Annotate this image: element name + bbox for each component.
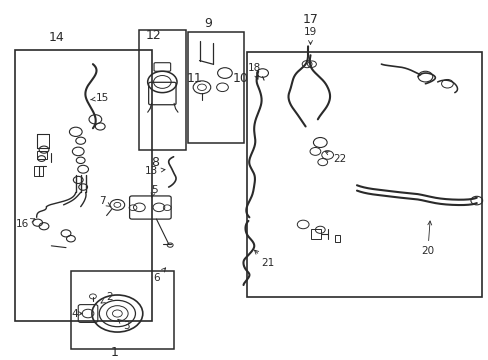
Text: 1: 1 [111,346,119,359]
Bar [37,134,49,148]
Text: 17: 17 [302,13,318,26]
Text: 20: 20 [421,221,433,256]
Bar [34,166,43,176]
Bar [71,271,173,349]
Text: 9: 9 [203,17,211,30]
Text: 10: 10 [232,72,248,85]
Text: 7: 7 [99,196,111,207]
Text: 16: 16 [15,219,35,229]
Bar [310,229,321,239]
Bar [334,235,339,242]
Bar [139,30,185,150]
Text: 2: 2 [101,292,113,303]
Text: 13: 13 [144,166,164,176]
Text: 11: 11 [186,72,202,85]
Text: 4: 4 [71,309,82,319]
Bar [15,50,151,321]
Text: 3: 3 [118,319,129,331]
Text: 19: 19 [303,27,317,44]
Text: 22: 22 [325,151,346,163]
Bar [246,51,481,297]
Text: 18: 18 [247,63,261,79]
Text: 14: 14 [48,31,64,44]
Text: 12: 12 [145,29,161,42]
Bar [37,151,47,158]
Text: 5: 5 [150,185,157,197]
Text: 21: 21 [254,250,274,268]
Text: 6: 6 [153,268,165,283]
Bar [188,32,244,143]
Text: 8: 8 [151,156,159,168]
Text: 15: 15 [90,93,109,103]
